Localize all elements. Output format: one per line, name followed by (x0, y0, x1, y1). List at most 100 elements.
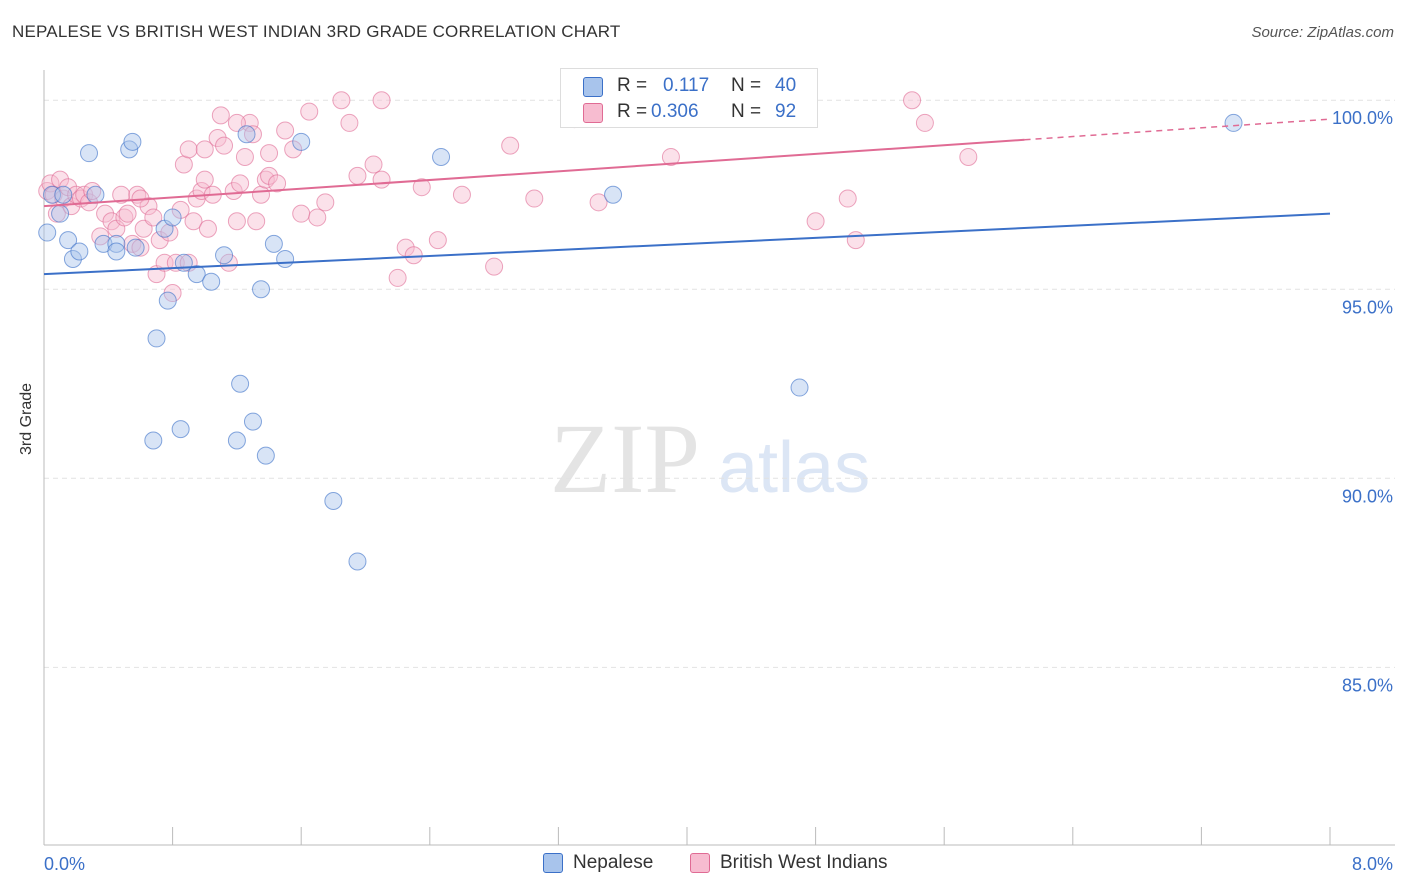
british-west-indians-trend-extension (1024, 118, 1331, 141)
british-west-indians-point (452, 185, 471, 204)
y-tick-label: 85.0% (1342, 675, 1393, 695)
nepalese-point (158, 291, 177, 310)
british-west-indians-point (96, 204, 115, 223)
british-west-indians-point (268, 174, 287, 193)
nepalese-point (227, 431, 246, 450)
nepalese-point (63, 250, 82, 269)
nepalese-n-value: 40 (775, 75, 797, 96)
nepalese-point (86, 185, 105, 204)
nepalese-point (324, 491, 343, 510)
y-tick-label: 95.0% (1342, 297, 1393, 317)
british-west-indians-point (308, 208, 327, 227)
nepalese-point (144, 431, 163, 450)
british-west-indians-point (838, 189, 857, 208)
british-west-indians-point (198, 219, 217, 238)
nepalese-point (252, 280, 271, 299)
british-west-indians-point (372, 170, 391, 189)
nepalese-point (59, 231, 78, 250)
british-west-indians-point (231, 174, 250, 193)
nepalese-point (790, 378, 809, 397)
nepalese-point (256, 446, 275, 465)
nepalese-point (1224, 113, 1243, 132)
british-west-indians-point (959, 147, 978, 166)
nepalese-point (70, 242, 89, 261)
british-west-indians-point (240, 113, 259, 132)
nepalese-point (54, 185, 73, 204)
nepalese-swatch (583, 77, 603, 97)
y-tick-label: 100.0% (1332, 108, 1393, 128)
nepalese-point (147, 329, 166, 348)
nepalese-r-value: 0.117 (663, 75, 710, 96)
british-west-indians-point (806, 212, 825, 231)
r-label: R = (617, 75, 648, 96)
nepalese-legend-swatch (543, 853, 563, 873)
nepalese-point (107, 242, 126, 261)
british-west-indians-point (412, 178, 431, 197)
british-west-indians-point (227, 212, 246, 231)
british-west-indians-point (661, 147, 680, 166)
british-west-indians-point (179, 140, 198, 159)
british-west-indians-point (144, 208, 163, 227)
data-points (38, 91, 1243, 571)
british-west-indians-point (903, 91, 922, 110)
series-legend: Nepalese British West Indians (0, 852, 1406, 876)
n-label: N = (731, 75, 762, 96)
nepalese-point (348, 552, 367, 571)
british-west-indians-point (332, 91, 351, 110)
british-west-indians-point (348, 166, 367, 185)
british-west-indians-point (41, 174, 60, 193)
british-west-indians-point (428, 231, 447, 250)
british-west-indians-point (252, 185, 271, 204)
british-west-indians-point (846, 231, 865, 250)
nepalese-point (80, 144, 99, 163)
british-west-indians-point (340, 113, 359, 132)
british-west-indians-point (276, 121, 295, 140)
british-west-indians-legend-swatch (690, 853, 710, 873)
trend-lines (43, 118, 1331, 276)
british-west-indians-point (388, 268, 407, 287)
nepalese-point (187, 265, 206, 284)
nepalese-point (215, 246, 234, 265)
nepalese-point (292, 132, 311, 151)
british-west-indians-trend-line (43, 138, 1025, 208)
british-west-indians-point (224, 181, 243, 200)
nepalese-point (264, 234, 283, 253)
british-west-indians-point (589, 193, 608, 212)
source-label: Source: ZipAtlas.com (1251, 24, 1394, 41)
british-west-indians-point (235, 147, 254, 166)
british-west-indians-point (525, 189, 544, 208)
british-west-indians-point (215, 136, 234, 155)
r-label: R = (617, 101, 648, 122)
british-west-indians-point (292, 204, 311, 223)
nepalese-point (432, 147, 451, 166)
british-west-indians-point (112, 185, 131, 204)
british-west-indians-point (404, 246, 423, 265)
nepalese-point (171, 420, 190, 439)
nepalese-trend-line (43, 212, 1331, 276)
british-west-indians-swatch (583, 103, 603, 123)
nepalese-point (276, 250, 295, 269)
british-west-indians-point (243, 125, 262, 144)
nepalese-point (51, 204, 70, 223)
british-west-indians-point (208, 129, 227, 148)
nepalese-point (237, 125, 256, 144)
nepalese-point (163, 208, 182, 227)
nepalese-point (604, 185, 623, 204)
british-west-indians-r-value: 0.306 (651, 101, 699, 122)
british-west-indians-point (131, 238, 150, 257)
y-tick-label: 90.0% (1342, 486, 1393, 506)
n-label: N = (731, 101, 762, 122)
british-west-indians-point (364, 155, 383, 174)
british-west-indians-point (211, 106, 230, 125)
stats-legend: R = 0.117 N = 40 R = 0.306 N = 92 (560, 68, 818, 128)
nepalese-point (202, 272, 221, 291)
nepalese-point (38, 223, 57, 242)
british-west-indians-point (260, 144, 279, 163)
british-west-indians-point (184, 212, 203, 231)
nepalese-point (243, 412, 262, 431)
british-west-indians-point (247, 212, 266, 231)
british-west-indians-point (485, 257, 504, 276)
british-west-indians-point (195, 140, 214, 159)
watermark-zip: ZIP (550, 403, 700, 514)
